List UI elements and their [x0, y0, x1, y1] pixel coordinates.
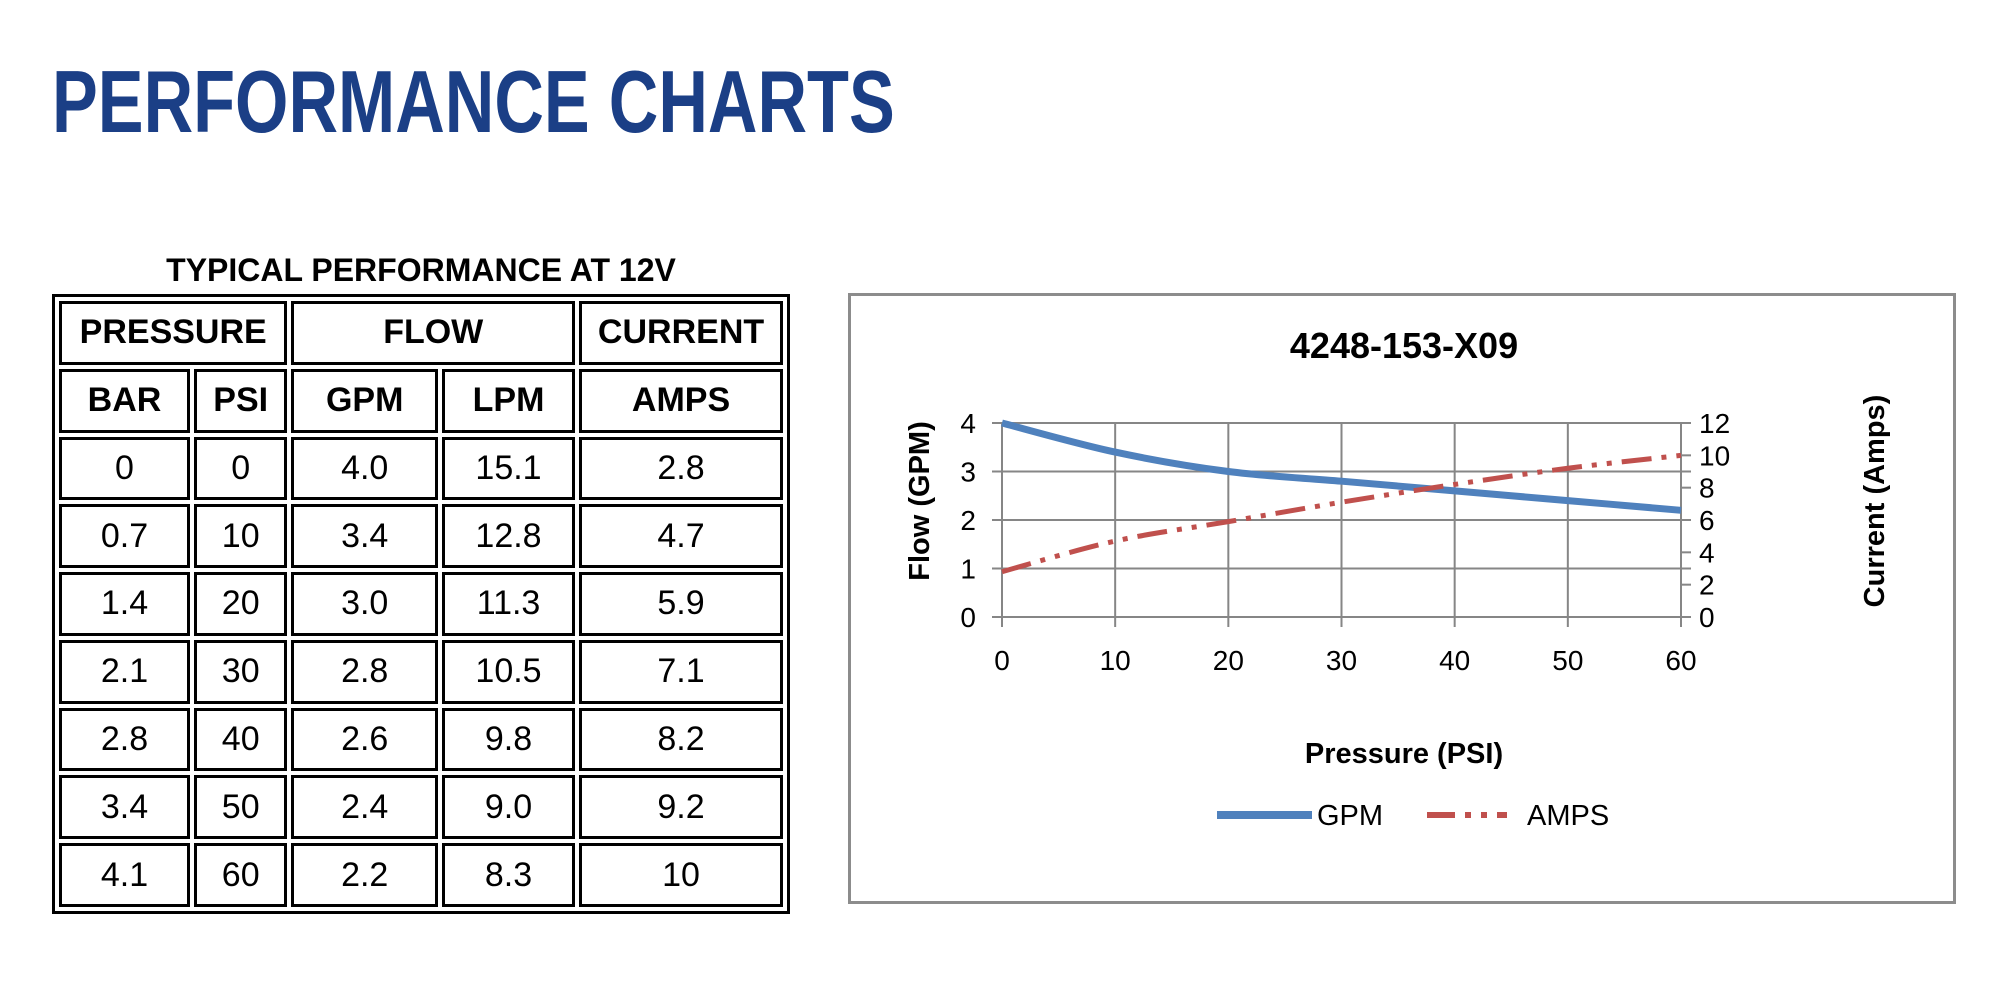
cell-psi: 60: [193, 843, 288, 907]
cell-lpm: 11.3: [441, 572, 576, 636]
cell-gpm: 2.8: [291, 639, 438, 704]
y-axis-label: Flow (GPM): [904, 421, 936, 580]
cell-psi: 30: [193, 639, 288, 704]
header-flow: FLOW: [291, 301, 576, 365]
series: [1001, 419, 1682, 575]
legend-amps-label: AMPS: [1527, 800, 1609, 832]
table-row: 0.7 10 3.4 12.8 4.7: [59, 504, 783, 569]
chart-frame: 0 1 2 3 4 0 2 4 6 8 10 12 0 10 20 30 40 50 60 4248-153-X09…: [848, 293, 1956, 904]
table-row: 1.4 20 3.0 11.3 5.9: [59, 572, 783, 636]
group-header-row: PRESSURE FLOW CURRENT: [59, 301, 783, 365]
cell-bar: 3.4: [59, 775, 190, 840]
cell-psi: 50: [193, 775, 288, 840]
cell-gpm: 2.2: [291, 843, 438, 907]
cell-gpm: 3.4: [291, 504, 438, 569]
header-psi: PSI: [193, 368, 288, 433]
table-row: 4.1 60 2.2 8.3 10: [59, 843, 783, 907]
y-tick-label: 1: [960, 554, 976, 585]
y2-tick-label: 6: [1699, 505, 1715, 536]
y-tick-label: 2: [960, 505, 976, 536]
cell-amps: 5.9: [579, 572, 783, 636]
chart-title: 4248-153-X09: [1290, 325, 1518, 366]
cell-bar: 0: [59, 436, 190, 501]
header-bar: BAR: [59, 368, 190, 433]
y-tick-label: 4: [960, 408, 976, 439]
cell-psi: 10: [193, 504, 288, 569]
y2-tick-label: 8: [1699, 473, 1715, 504]
x-tick-label: 10: [1100, 645, 1131, 676]
legend-gpm-label: GPM: [1317, 800, 1383, 832]
cell-bar: 2.1: [59, 639, 190, 704]
table-row: 2.8 40 2.6 9.8 8.2: [59, 707, 783, 772]
x-tick-label: 40: [1439, 645, 1470, 676]
cell-bar: 1.4: [59, 572, 190, 636]
cell-lpm: 15.1: [441, 436, 576, 501]
cell-lpm: 12.8: [441, 504, 576, 569]
cell-lpm: 9.0: [441, 775, 576, 840]
y2-axis-label: Current (Amps): [1859, 395, 1891, 608]
y2-tick-label: 12: [1699, 408, 1730, 439]
performance-table: PRESSURE FLOW CURRENT BAR PSI GPM LPM AM…: [52, 294, 790, 914]
cell-lpm: 8.3: [441, 843, 576, 907]
cell-amps: 9.2: [579, 775, 783, 840]
header-pressure: PRESSURE: [59, 301, 288, 365]
x-tick-label: 20: [1213, 645, 1244, 676]
page-title: PERFORMANCE CHARTS: [52, 52, 895, 151]
y2-tick-label: 2: [1699, 570, 1715, 601]
y2-tick-label: 10: [1699, 440, 1730, 471]
cell-psi: 40: [193, 707, 288, 772]
x-axis-label: Pressure (PSI): [1305, 738, 1503, 770]
cell-gpm: 4.0: [291, 436, 438, 501]
header-current: CURRENT: [579, 301, 783, 365]
cell-psi: 0: [193, 436, 288, 501]
header-lpm: LPM: [441, 368, 576, 433]
y2-tick-label: 0: [1699, 602, 1715, 633]
header-gpm: GPM: [291, 368, 438, 433]
cell-gpm: 3.0: [291, 572, 438, 636]
table-row: 0 0 4.0 15.1 2.8: [59, 436, 783, 501]
series-line-amps: [1001, 452, 1682, 575]
table-row: 3.4 50 2.4 9.0 9.2: [59, 775, 783, 840]
y-tick-label: 3: [960, 457, 976, 488]
cell-amps: 4.7: [579, 504, 783, 569]
x-tick-label: 30: [1326, 645, 1357, 676]
table-caption: TYPICAL PERFORMANCE AT 12V: [166, 252, 676, 288]
legend: GPM AMPS: [1217, 800, 1609, 832]
cell-lpm: 10.5: [441, 639, 576, 704]
cell-psi: 20: [193, 572, 288, 636]
cell-gpm: 2.4: [291, 775, 438, 840]
cell-bar: 0.7: [59, 504, 190, 569]
cell-amps: 2.8: [579, 436, 783, 501]
x-tick-label: 50: [1552, 645, 1583, 676]
cell-bar: 4.1: [59, 843, 190, 907]
y-tick-label: 0: [960, 602, 976, 633]
cell-amps: 7.1: [579, 639, 783, 704]
header-amps: AMPS: [579, 368, 783, 433]
cell-lpm: 9.8: [441, 707, 576, 772]
cell-amps: 8.2: [579, 707, 783, 772]
cell-amps: 10: [579, 843, 783, 907]
cell-gpm: 2.6: [291, 707, 438, 772]
sub-header-row: BAR PSI GPM LPM AMPS: [59, 368, 783, 433]
y2-tick-label: 4: [1699, 537, 1715, 568]
cell-bar: 2.8: [59, 707, 190, 772]
x-tick-label: 60: [1665, 645, 1696, 676]
x-tick-label: 0: [994, 645, 1010, 676]
table-row: 2.1 30 2.8 10.5 7.1: [59, 639, 783, 704]
series-line-gpm: [1001, 419, 1682, 514]
